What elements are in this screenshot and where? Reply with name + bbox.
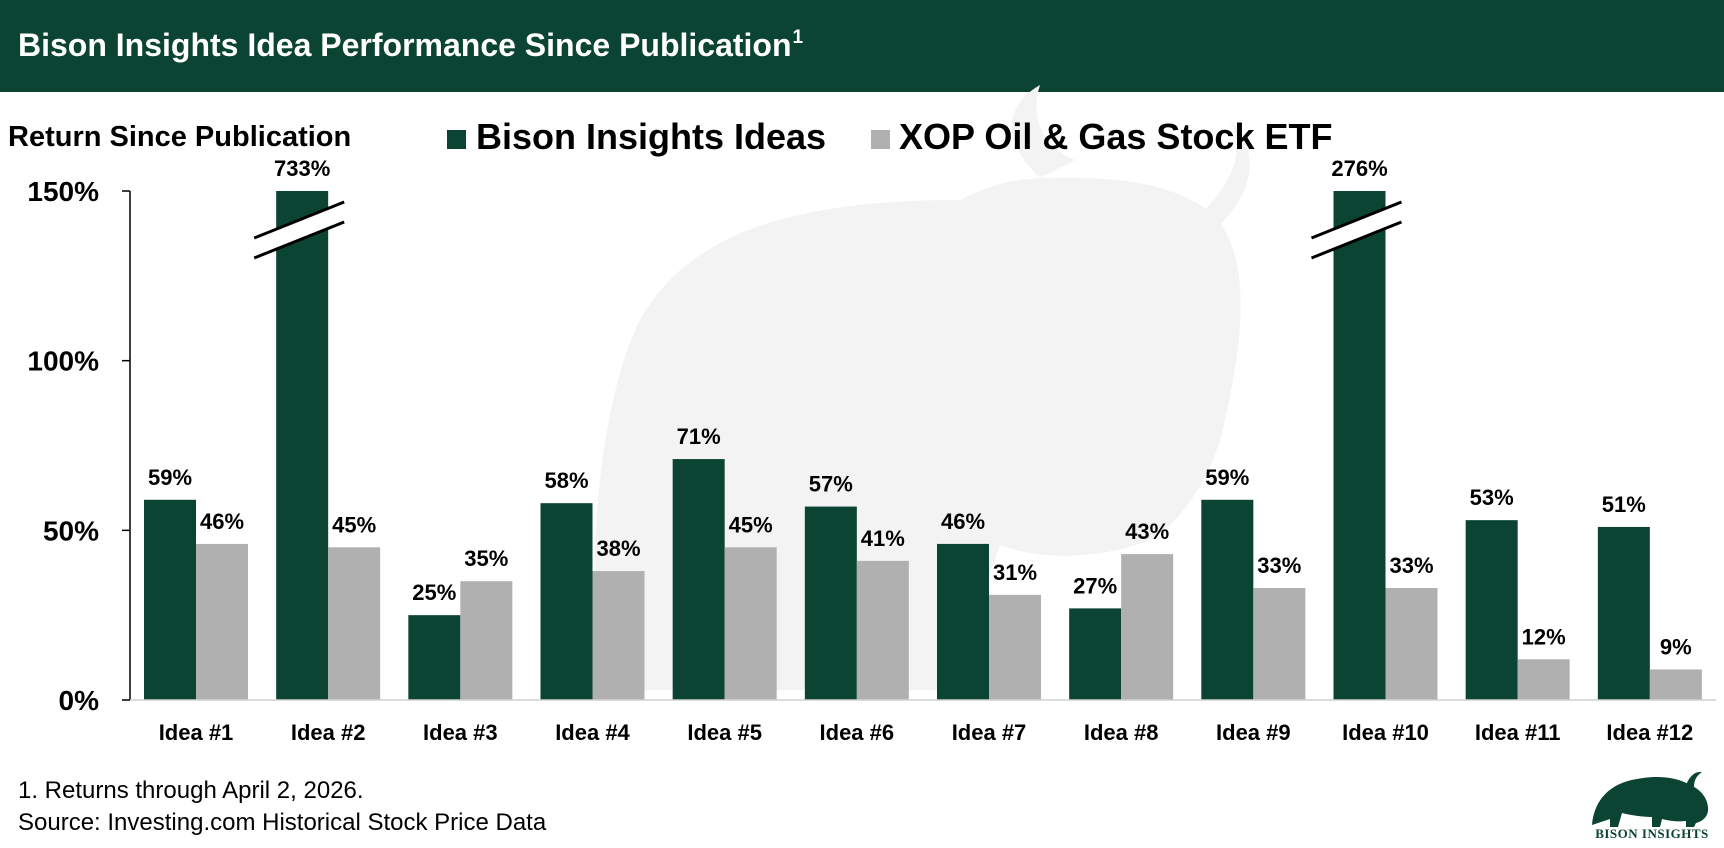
logo-text: BISON INSIGHTS [1595, 826, 1709, 841]
xop-data-label: 31% [993, 560, 1037, 585]
bison-data-label: 27% [1073, 573, 1117, 598]
y-axis-ticks: 0% 50% 100% 150% [27, 176, 130, 716]
bison-data-label: 58% [544, 468, 588, 493]
bison-data-label: 276% [1331, 156, 1387, 181]
bison-data-label: 51% [1602, 492, 1646, 517]
xop-data-label: 45% [729, 512, 773, 537]
bison-data-label: 57% [809, 472, 853, 497]
axis-break-gap [1311, 202, 1402, 258]
bison-bar [1201, 499, 1254, 700]
axis-break-line [253, 200, 345, 240]
xop-data-label: 46% [200, 509, 244, 534]
legend: Bison Insights Ideas XOP Oil & Gas Stock… [447, 116, 1332, 157]
axis-break-line [1310, 200, 1403, 240]
header-banner: Bison Insights Idea Performance Since Pu… [0, 0, 1724, 92]
page-title-text: Bison Insights Idea Performance Since Pu… [18, 27, 792, 63]
x-axis-labels: Idea #1 Idea #2 Idea #3 Idea #4 Idea #5 Idea … [159, 720, 1694, 745]
bison-bar [144, 499, 196, 700]
x-tick-label: Idea #3 [423, 720, 498, 745]
x-tick-label: Idea #10 [1342, 720, 1429, 745]
bison-data-label: 53% [1470, 485, 1514, 510]
bison-bar [1465, 520, 1518, 700]
bison-data-label: 59% [1205, 465, 1249, 490]
xop-data-label: 38% [596, 536, 640, 561]
x-tick-label: Idea #8 [1084, 720, 1159, 745]
legend-swatch-bison [447, 130, 466, 149]
xop-bar [1385, 588, 1438, 700]
xop-data-label: 45% [332, 512, 376, 537]
xop-data-label: 33% [1389, 553, 1433, 578]
xop-data-label: 43% [1125, 519, 1169, 544]
bison-bar [1333, 191, 1386, 700]
bison-bar [672, 459, 725, 700]
xop-data-label: 12% [1522, 624, 1566, 649]
bison-bar [804, 506, 857, 700]
xop-bar [724, 547, 777, 700]
xop-bar [1121, 554, 1174, 700]
bars: 59% 46% 733% 45% 25% 35% 58% 38% 71% 45% 57% 41% 46%… [144, 156, 1702, 700]
bison-data-label: 71% [677, 424, 721, 449]
bison-data-label: 733% [274, 156, 330, 181]
bison-data-label: 46% [941, 509, 985, 534]
x-tick-label: Idea #12 [1606, 720, 1693, 745]
axis-break-line [253, 220, 345, 260]
bison-bar [937, 543, 989, 700]
y-tick-label: 50% [43, 515, 99, 546]
x-tick-label: Idea #1 [159, 720, 234, 745]
xop-bar [1517, 659, 1570, 700]
axis-break-gap [254, 202, 345, 258]
xop-bar [460, 581, 513, 700]
x-tick-label: Idea #7 [952, 720, 1027, 745]
bison-bar [1597, 526, 1650, 700]
y-tick-label: 150% [27, 176, 99, 207]
xop-bar [989, 594, 1041, 700]
x-tick-label: Idea #6 [820, 720, 895, 745]
legend-label-bison: Bison Insights Ideas [476, 116, 826, 157]
xop-bar [592, 571, 645, 700]
xop-bar [196, 543, 248, 700]
xop-bar [328, 547, 381, 700]
legend-label-xop: XOP Oil & Gas Stock ETF [899, 116, 1332, 157]
bison-logo-icon [1592, 771, 1709, 827]
bison-bar [540, 503, 593, 700]
footnote-source: Source: Investing.com Historical Stock P… [18, 809, 547, 836]
y-tick-label: 0% [59, 685, 100, 716]
xop-data-label: 9% [1660, 634, 1692, 659]
xop-data-label: 41% [861, 526, 905, 551]
legend-swatch-xop [871, 130, 890, 149]
x-tick-label: Idea #5 [687, 720, 762, 745]
xop-bar [856, 560, 909, 700]
xop-data-label: 35% [464, 546, 508, 571]
title-footnote-marker: 1 [792, 27, 804, 48]
bison-data-label: 59% [148, 465, 192, 490]
xop-data-label: 33% [1257, 553, 1301, 578]
bison-bar [276, 191, 329, 700]
bison-bar [1069, 608, 1122, 700]
xop-bar [1649, 669, 1702, 700]
x-tick-label: Idea #9 [1216, 720, 1291, 745]
x-tick-label: Idea #11 [1475, 720, 1561, 745]
axis-break-line [1310, 220, 1403, 260]
page-title: Bison Insights Idea Performance Since Pu… [18, 27, 803, 64]
bison-data-label: 25% [412, 580, 456, 605]
y-axis-title: Return Since Publication [8, 121, 351, 153]
footnote-returns: 1. Returns through April 2, 2026. [18, 777, 364, 804]
bison-bar [408, 615, 461, 700]
x-tick-label: Idea #4 [555, 720, 630, 745]
xop-bar [1253, 588, 1306, 700]
x-tick-label: Idea #2 [291, 720, 366, 745]
y-tick-label: 100% [27, 346, 99, 377]
